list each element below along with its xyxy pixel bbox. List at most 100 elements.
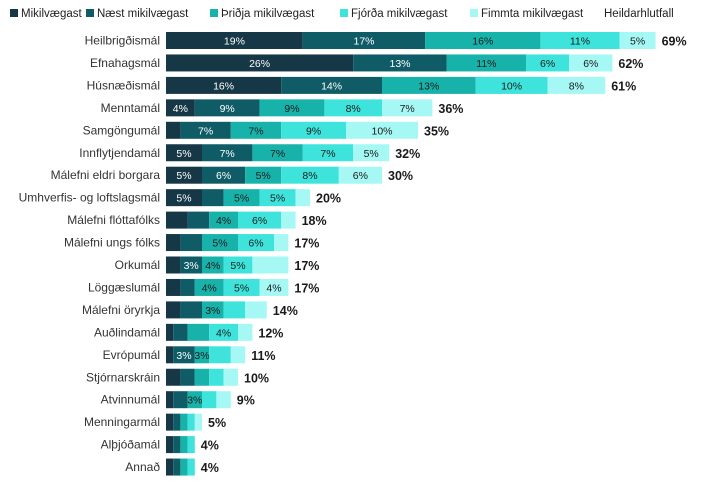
category-label: Annað (125, 460, 160, 474)
bar-segment-ri-ja-mikilv-gast (202, 256, 224, 274)
bar-segment-fimmta-mikilv-gast (547, 76, 606, 94)
chart-legend: Mikilvægast Næst mikilvægast Þriðja mikilv… (10, 8, 584, 20)
bar-segment-fimmta-mikilv-gast (194, 413, 202, 431)
bar-segment-fimmta-mikilv-gast (252, 256, 289, 274)
bar-segment-mikilv-gast (166, 436, 174, 454)
segment-value-label: 4% (173, 103, 188, 115)
bar-row: Umhverfis- og loftslagsmál 5% 5% 5% 20% (19, 189, 341, 207)
bar-row: Málefni flóttafólks 4% 6% 18% (67, 211, 327, 229)
segment-value-label: 17% (353, 36, 374, 48)
bar-row: Samgöngumál 7% 7% 9% 10% 35% (83, 121, 449, 139)
bar-segment-fjo-r-a-mikilv-gast (475, 76, 548, 94)
segment-value-label: 4% (202, 282, 217, 294)
segment-value-label: 7% (248, 125, 263, 137)
segment-value-label: 16% (213, 80, 234, 92)
category-label: Stjórnarskráin (86, 370, 160, 384)
total-header-wrap: Heildarhlutfall (604, 8, 674, 20)
segment-value-label: 6% (248, 238, 263, 250)
bar-segment-fimmta-mikilv-gast (382, 99, 433, 117)
bar-segment-n-st-mikilv-gast (180, 301, 202, 319)
segment-value-label: 6% (540, 58, 555, 70)
bar-segment-n-st-mikilv-gast (180, 368, 195, 386)
segment-value-label: 5% (212, 238, 227, 250)
segment-value-label: 7% (220, 148, 235, 160)
bar-segment-fimmta-mikilv-gast (295, 189, 310, 207)
bar-segment-n-st-mikilv-gast (202, 166, 246, 184)
segment-value-label: 11% (476, 58, 496, 70)
bar-segment-mikilv-gast (166, 368, 181, 386)
bar-segment-ri-ja-mikilv-gast (382, 76, 476, 94)
bar-segment-fjo-r-a-mikilv-gast (209, 368, 224, 386)
bar-segment-mikilv-gast (166, 99, 195, 117)
segment-value-label: 6% (353, 170, 368, 182)
bar-segment-ri-ja-mikilv-gast (187, 391, 202, 409)
bar-row: Málefni eldri borgara 5% 6% 5% 8% 6% 30% (51, 166, 413, 184)
category-label: Menntamál (101, 101, 160, 115)
category-label: Löggæslumál (88, 280, 160, 294)
segment-value-label: 5% (176, 193, 191, 205)
bar-segment-mikilv-gast (166, 323, 174, 341)
bar-row: Orkumál 3% 4% 5% 17% (115, 256, 319, 274)
bar-segment-mikilv-gast (166, 211, 188, 229)
bar-segment-n-st-mikilv-gast (173, 413, 181, 431)
row-total-label: 4% (201, 461, 219, 475)
category-label: Innflytjendamál (79, 146, 160, 160)
category-label: Málefni öryrkja (82, 303, 160, 317)
bar-segment-mikilv-gast (166, 54, 354, 72)
bar-segment-ri-ja-mikilv-gast (180, 458, 188, 476)
bar-segment-n-st-mikilv-gast (173, 323, 188, 341)
bar-segment-ri-ja-mikilv-gast (230, 121, 282, 139)
bar-segment-fjo-r-a-mikilv-gast (302, 144, 354, 162)
chart-rows: Heilbrigðismál 19% 17% 16% 11% 5% 69% Efnahagsm… (19, 32, 687, 476)
segment-value-label: 5% (364, 148, 379, 160)
bar-segment-mikilv-gast (166, 301, 181, 319)
legend-label-mikilv-gast: Mikilvægast (21, 8, 83, 20)
row-total-label: 35% (424, 124, 449, 138)
row-total-label: 5% (208, 416, 226, 430)
bar-segment-n-st-mikilv-gast (281, 76, 382, 94)
bar-segment-n-st-mikilv-gast (202, 144, 253, 162)
bar-segment-fimmta-mikilv-gast (245, 301, 267, 319)
bar-segment-n-st-mikilv-gast (180, 121, 231, 139)
bar-segment-fimmta-mikilv-gast (619, 32, 656, 49)
segment-value-label: 5% (630, 36, 645, 48)
category-label: Samgöngumál (83, 123, 160, 137)
bar-segment-n-st-mikilv-gast (173, 436, 181, 454)
bar-segment-mikilv-gast (166, 121, 181, 139)
category-label: Orkumál (115, 258, 160, 272)
row-total-label: 17% (294, 259, 319, 273)
bar-segment-fjo-r-a-mikilv-gast (209, 346, 231, 364)
segment-value-label: 4% (216, 215, 231, 227)
total-header: Heildarhlutfall (604, 8, 674, 20)
bar-segment-fimmta-mikilv-gast (216, 391, 231, 409)
bar-segment-ri-ja-mikilv-gast (194, 368, 210, 386)
legend-swatch-fjo-r-a-mikilv-gast (340, 9, 348, 17)
bar-segment-ri-ja-mikilv-gast (259, 99, 325, 117)
segment-value-label: 3% (176, 350, 191, 362)
segment-value-label: 5% (234, 282, 249, 294)
bar-segment-mikilv-gast (166, 278, 181, 296)
legend-label-fimmta-mikilv-gast: Fimmta mikilvægast (481, 8, 584, 20)
bar-row: Innflytjendamál 5% 7% 7% 7% 5% 32% (79, 144, 420, 162)
bar-segment-mikilv-gast (166, 76, 282, 94)
bar-segment-ri-ja-mikilv-gast (245, 166, 282, 184)
segment-value-label: 10% (371, 125, 392, 137)
legend-label-n-st-mikilv-gast: Næst mikilvægast (97, 8, 189, 20)
bar-segment-n-st-mikilv-gast (194, 99, 260, 117)
bar-row: Menntamál 4% 9% 9% 8% 7% 36% (101, 99, 463, 117)
segment-value-label: 3% (205, 305, 220, 317)
bar-segment-fimmta-mikilv-gast (223, 368, 238, 386)
bar-row: Löggæslumál 4% 5% 4% 17% (88, 278, 319, 296)
row-total-label: 4% (201, 439, 219, 453)
bar-segment-fjo-r-a-mikilv-gast (238, 234, 274, 252)
row-total-label: 36% (438, 102, 463, 116)
bar-row: Húsnæðismál 16% 14% 13% 10% 8% 61% (87, 76, 636, 94)
category-label: Efnahagsmál (90, 56, 160, 70)
bar-segment-fjo-r-a-mikilv-gast (238, 211, 282, 229)
category-label: Menningarmál (84, 415, 160, 429)
segment-value-label: 9% (220, 103, 235, 115)
bar-segment-fjo-r-a-mikilv-gast (540, 32, 620, 49)
legend-swatch-n-st-mikilv-gast (86, 9, 94, 17)
segment-value-label: 9% (306, 125, 321, 137)
bar-segment-fjo-r-a-mikilv-gast (526, 54, 570, 72)
